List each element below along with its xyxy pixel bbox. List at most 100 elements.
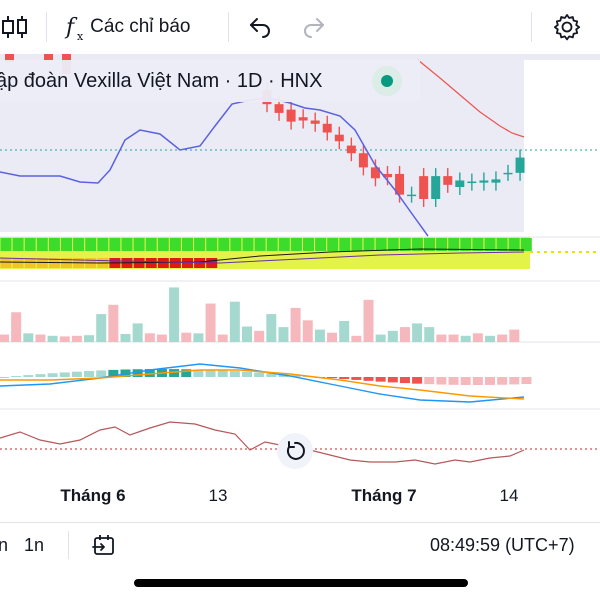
heatmap-cell [73, 238, 85, 251]
macd-bar [339, 377, 350, 380]
macd-bar [521, 377, 532, 384]
volume-bar [108, 304, 119, 342]
heatmap-cell [351, 238, 363, 251]
candle-body [383, 173, 392, 178]
volume-bar [96, 314, 107, 342]
candle-body [503, 172, 513, 175]
heatmap-cell [472, 238, 484, 251]
candle-body [407, 194, 417, 197]
heatmap-cell [133, 238, 145, 251]
heatmap-cell [24, 258, 36, 268]
volume-bar [84, 335, 95, 342]
volume-bar [509, 329, 520, 342]
macd-bar [59, 372, 70, 377]
macd-bar [412, 377, 423, 384]
heatmap-cell [484, 238, 496, 251]
heatmap-cell [169, 238, 181, 251]
heatmap-cell [157, 238, 169, 251]
candle-body [491, 179, 501, 183]
heatmap-cell [145, 258, 157, 268]
volume-bar [314, 329, 325, 342]
volume-bar [144, 333, 155, 342]
heatmap-cell [460, 238, 472, 251]
date-range-button[interactable] [92, 523, 116, 567]
heatmap-cell [97, 238, 109, 251]
macd-bar [0, 377, 9, 378]
candle-body [419, 176, 429, 199]
volume-bar [254, 330, 265, 342]
heatmap-cell [520, 238, 532, 251]
volume-bar [242, 326, 252, 342]
macd-bar [460, 377, 471, 385]
macd-bar [254, 372, 265, 377]
macd-bar [229, 371, 240, 377]
macd-bar [47, 373, 58, 377]
symbol-title: ập đoàn Vexilla Việt Nam · 1D · HNX [0, 69, 323, 92]
heatmap-cell [24, 238, 36, 251]
bottom-bar: n 1n 08:49:59 (UTC+7) [0, 522, 600, 567]
heatmap-cell [182, 258, 193, 268]
volume-bar [229, 301, 240, 342]
range-1y-button[interactable]: 1n [24, 534, 45, 555]
macd-bar [424, 377, 435, 385]
heatmap-cell [266, 238, 278, 251]
volume-bar [278, 327, 289, 342]
macd-bar [169, 369, 180, 377]
candle-body [455, 180, 465, 188]
macd-bar [96, 370, 107, 377]
volume-bar [302, 320, 313, 342]
candle-body [370, 167, 380, 179]
macd-bar [472, 377, 483, 385]
volume-bar [193, 333, 204, 342]
volume-bar [71, 335, 82, 342]
settings-button[interactable] [549, 0, 585, 54]
redo-icon [304, 18, 324, 38]
undo-button[interactable] [244, 0, 276, 54]
volume-bar [132, 323, 143, 342]
volume-bar [217, 334, 228, 342]
heatmap-cell [0, 238, 12, 251]
heatmap-cell [424, 238, 435, 251]
reset-icon [286, 441, 305, 460]
heatmap-cell [12, 238, 24, 251]
candle-body [515, 157, 525, 173]
clock-timezone[interactable]: 08:49:59 (UTC+7) [430, 534, 575, 555]
heatmap-cell [496, 238, 508, 251]
candles-icon[interactable] [0, 0, 30, 54]
range-button[interactable]: n [0, 534, 9, 555]
redo-button[interactable] [298, 0, 330, 54]
macd-bar [108, 369, 119, 377]
macd-bar [71, 371, 82, 377]
candle-body [298, 117, 308, 121]
symbol-legend[interactable]: ập đoàn Vexilla Việt Nam · 1D · HNX [0, 60, 420, 102]
candle-body [322, 123, 332, 133]
heatmap-cell [254, 238, 266, 251]
x-axis-label: Tháng 6 [60, 486, 126, 505]
reset-chart-button[interactable] [277, 433, 313, 469]
heatmap-cell [48, 238, 60, 251]
heatmap-cell [387, 238, 399, 251]
macd-bar [132, 369, 143, 377]
heatmap-cell [218, 238, 230, 251]
toolbar-divider [531, 12, 532, 42]
heatmap-cell [375, 238, 387, 251]
volume-bar [497, 334, 508, 342]
candle-body [467, 181, 477, 184]
macd-bar [144, 369, 155, 377]
home-indicator [134, 579, 468, 587]
heatmap-cell [339, 238, 351, 251]
macd-bar [436, 377, 447, 385]
indicators-label: Các chỉ báo [90, 16, 191, 37]
volume-bar [156, 334, 167, 342]
heatmap-cell [303, 238, 314, 251]
rsi-line [0, 421, 525, 465]
volume-bar [460, 335, 471, 342]
heatmap-cell [436, 238, 448, 251]
volume-bar [485, 335, 495, 342]
candle-body [44, 54, 53, 60]
macd-bar [242, 371, 252, 377]
bottom-divider [68, 531, 69, 559]
